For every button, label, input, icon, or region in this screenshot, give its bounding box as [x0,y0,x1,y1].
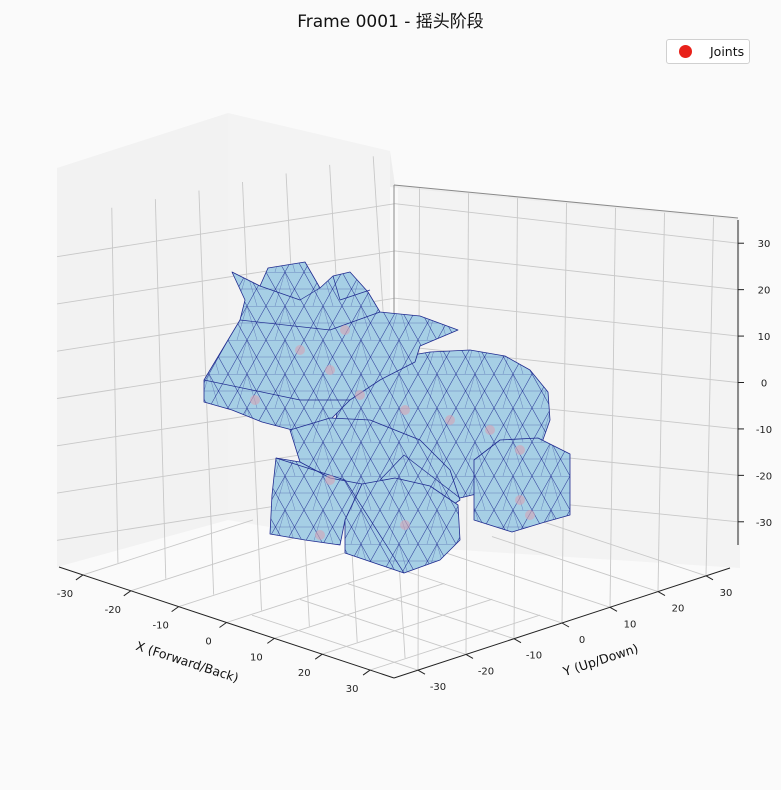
y-tick-label: 0 [579,635,585,646]
y-grid-floor [299,599,467,655]
z-grid-left-wall [56,250,396,305]
z-grid-right-wall [394,250,739,291]
axis-ticks [75,242,744,676]
x-tick [267,637,275,644]
y-tick [417,669,426,675]
y-tick-label: -10 [526,651,542,662]
y-tick-label: -20 [478,666,494,677]
x-tick-label: -30 [57,589,73,600]
y-tick [561,622,570,628]
x-grid-wall [154,199,167,579]
z-tick-label: 0 [761,379,767,390]
x-tick-label: -10 [152,621,168,632]
x-grid-wall [111,207,119,563]
z-tick-label: -30 [756,518,772,529]
y-tick-label: 20 [672,604,685,615]
y-grid-floor [251,614,419,671]
x-tick [219,622,227,628]
y-grid-floor [395,567,563,624]
y-grid-floor [443,551,611,608]
y-tick [705,575,714,581]
x-tick [362,669,371,676]
x-grid-floor [130,535,301,592]
x-tick-label: 20 [298,668,311,679]
y-grid-wall [657,212,665,592]
axis-tick-labels: -30 -20 -10 0 10 20 30 -30 -20 -10 0 10 20 30 -30 -20 -1… [57,239,772,695]
z-tick-label: 20 [758,286,771,297]
y-grid-wall [705,217,714,576]
legend-label-joints: Joints [710,44,745,59]
x-tick-label: 0 [205,637,211,648]
x-tick [123,590,132,597]
z-tick-label: 10 [758,332,771,343]
y-grid-floor [491,536,659,592]
x-grid-floor [369,614,541,671]
x-tick [171,606,179,613]
y-tick [513,638,522,644]
x-tick-label: 30 [346,684,359,695]
x-grid-floor [82,519,254,576]
y-tick-label: 10 [624,619,637,630]
y-tick [657,591,666,597]
y-grid-floor [347,583,515,640]
x-axis-label: X (Forward/Back) [134,638,241,685]
x-tick-label: -20 [105,605,121,616]
z-grid-right-wall [394,297,739,337]
y-grid-wall [561,202,567,624]
y-tick-label: -30 [430,682,446,693]
z-tick-label: -20 [756,471,772,482]
z-grid-right-wall [394,203,739,244]
legend-marker-joints [679,45,692,58]
chart-title: Frame 0001 - 摇头阶段 [297,12,484,32]
y-grid-floor [539,520,707,577]
y-grid-wall [609,207,616,608]
mesh-surface [203,261,571,574]
y-tick [609,606,618,612]
x-grid-floor [226,567,397,623]
y-tick [465,653,474,659]
x-tick-label: 10 [250,652,263,663]
joint-markers [250,325,535,540]
x-grid-floor [178,551,349,608]
y-axis-label: Y (Up/Down) [560,641,640,680]
x-tick [75,574,84,581]
y-tick-label: 30 [720,588,733,599]
z-tick-label: 30 [758,239,771,250]
z-tick-label: -10 [756,425,772,436]
x-tick [314,653,323,660]
legend: Joints [666,39,750,64]
x-grid-floor [274,582,445,639]
z-grid-left-wall [56,203,396,258]
x-grid-floor [322,598,493,655]
